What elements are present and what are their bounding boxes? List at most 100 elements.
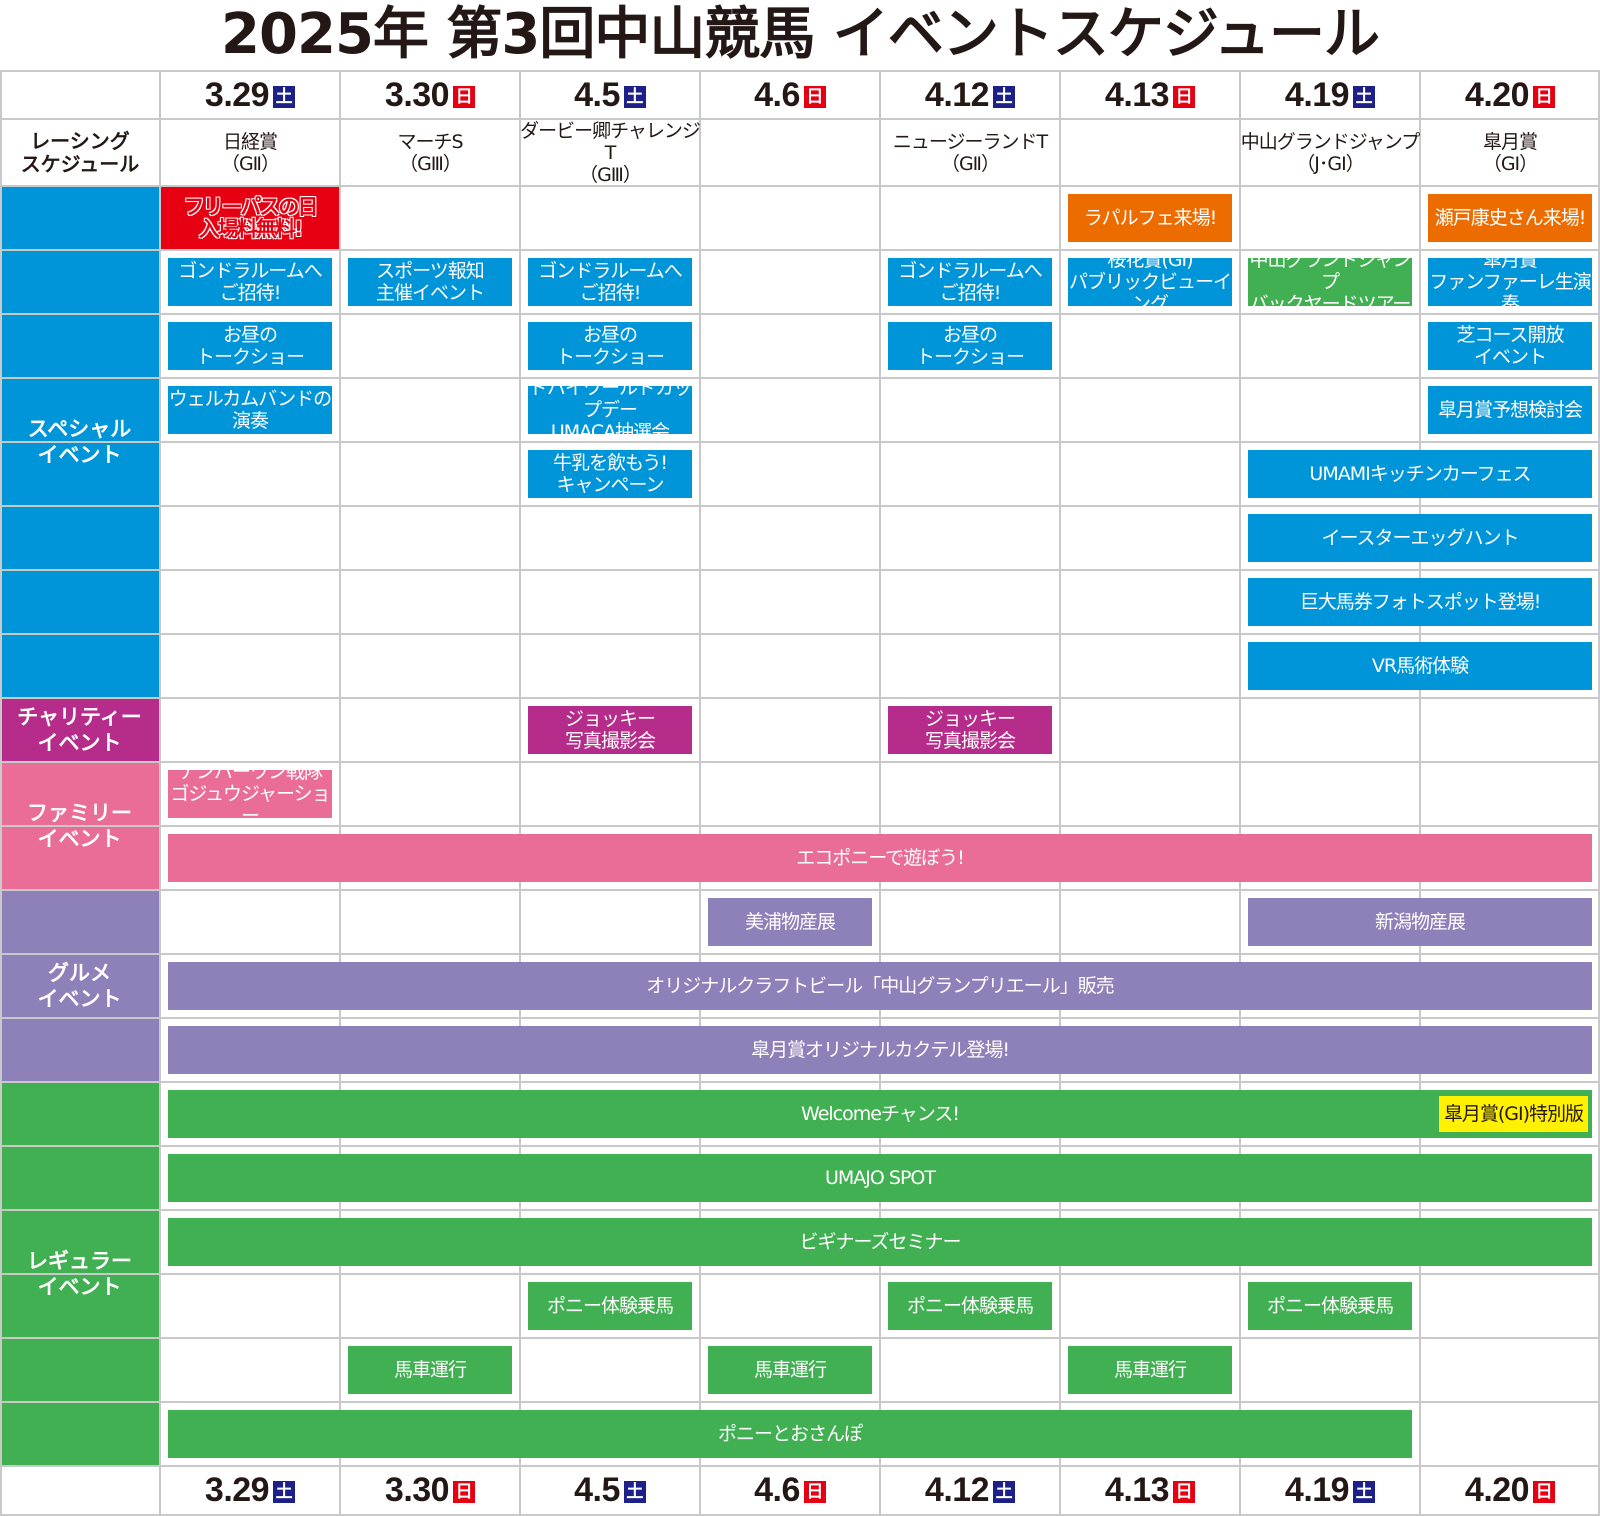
footer-date-4.20: 4.20 日 — [1420, 1466, 1600, 1514]
sunday-badge: 日 — [803, 1481, 826, 1503]
event-block[interactable]: 皐月賞予想検討会 — [1428, 386, 1592, 434]
date-label: 4.5 — [574, 75, 620, 114]
grid-line — [0, 249, 1600, 251]
event-block[interactable]: 美浦物産展 — [708, 898, 872, 946]
date-label: 4.12 — [924, 75, 990, 114]
grid-line — [0, 1273, 1600, 1275]
date-label: 4.19 — [1284, 1470, 1350, 1509]
event-label: ポニー体験乗馬 — [906, 1295, 1034, 1317]
event-block[interactable]: 芝コース開放 イベント — [1428, 322, 1592, 370]
saturday-badge: 土 — [273, 1481, 296, 1503]
grid-line — [1419, 70, 1421, 1516]
event-block[interactable]: お昼の トークショー — [168, 322, 332, 370]
race-name-cell: ダービー卿チャレンジT （GⅢ） — [520, 120, 701, 186]
event-block[interactable]: ジョッキー 写真撮影会 — [528, 706, 692, 754]
grid-line — [0, 70, 1600, 72]
grid-line — [0, 825, 1600, 827]
event-block[interactable]: エコポニーで遊ぼう! — [168, 834, 1592, 882]
race-name-cell: 日経賞 （GⅡ） — [160, 120, 340, 186]
grid-line — [0, 313, 1600, 315]
event-block[interactable]: 馬車運行 — [708, 1346, 872, 1394]
saturday-badge: 土 — [993, 1481, 1016, 1503]
header-date-4.5: 4.5 土 — [520, 71, 700, 119]
event-block[interactable]: 牛乳を飲もう! キャンペーン — [528, 450, 692, 498]
event-label: 牛乳を飲もう! キャンペーン — [552, 452, 668, 496]
event-label: スポーツ報知 主催イベント — [375, 260, 485, 304]
event-block[interactable]: ポニーとおさんぽ — [168, 1410, 1412, 1458]
grid-line — [0, 1465, 1600, 1467]
event-block[interactable]: ポニー体験乗馬 — [888, 1282, 1052, 1330]
event-label: お昼の トークショー — [555, 324, 665, 368]
grid-line — [0, 697, 1600, 699]
race-name: マーチS — [397, 131, 463, 153]
footer-date-4.12: 4.12 土 — [880, 1466, 1060, 1514]
event-block[interactable]: 馬車運行 — [1068, 1346, 1232, 1394]
footer-date-4.19: 4.19 土 — [1240, 1466, 1420, 1514]
event-block[interactable]: 皐月賞 ファンファーレ生演奏 — [1428, 258, 1592, 306]
header-date-4.12: 4.12 土 — [880, 71, 1060, 119]
sunday-badge: 日 — [1173, 86, 1196, 108]
race-name: ニュージーランドT — [892, 131, 1048, 153]
grid-line — [0, 1401, 1600, 1403]
grid-line — [519, 70, 521, 1516]
event-label: 中山グランドジャンプ バックヤードツアー — [1249, 258, 1411, 306]
saturday-badge: 土 — [623, 86, 646, 108]
grid-line — [0, 1514, 1600, 1516]
event-block[interactable]: UMAJO SPOT — [168, 1154, 1592, 1202]
event-label: Welcomeチャンス! — [801, 1103, 960, 1125]
event-block[interactable]: ラパルフェ来場! — [1068, 194, 1232, 242]
event-label: 馬車運行 — [753, 1359, 827, 1381]
event-block[interactable]: Welcomeチャンス! 皐月賞(GI)特別版 — [168, 1090, 1592, 1138]
event-label: 皐月賞予想検討会 — [1437, 399, 1583, 421]
special-edition-badge: 皐月賞(GI)特別版 — [1438, 1096, 1588, 1132]
saturday-badge: 土 — [1353, 86, 1376, 108]
event-block[interactable]: ジョッキー 写真撮影会 — [888, 706, 1052, 754]
sunday-badge: 日 — [1533, 1481, 1556, 1503]
event-label: 馬車運行 — [1113, 1359, 1187, 1381]
event-block[interactable]: 巨大馬券フォトスポット登場! — [1248, 578, 1592, 626]
race-name-cell — [700, 120, 880, 186]
event-block[interactable]: 瀬戸康史さん来場! — [1428, 194, 1592, 242]
event-label: エコポニーで遊ぼう! — [796, 847, 964, 869]
event-label: 芝コース開放 イベント — [1456, 324, 1564, 368]
event-label: イースターエッグハント — [1321, 527, 1519, 549]
event-block[interactable]: ナンバーワン戦隊 ゴジュウジャーショー — [168, 770, 332, 818]
event-label: お昼の トークショー — [915, 324, 1025, 368]
event-block[interactable]: 馬車運行 — [348, 1346, 512, 1394]
event-label: フリーパスの日 入場料無料! — [183, 195, 319, 241]
event-block[interactable]: ポニー体験乗馬 — [528, 1282, 692, 1330]
event-block[interactable]: ゴンドラルームへ ご招待! — [888, 258, 1052, 306]
event-label: 瀬戸康史さん来場! — [1434, 207, 1587, 229]
event-block[interactable]: 皐月賞オリジナルカクテル登場! — [168, 1026, 1592, 1074]
event-block[interactable]: ポニー体験乗馬 — [1248, 1282, 1412, 1330]
date-label: 4.5 — [574, 1470, 620, 1509]
event-block[interactable]: イースターエッグハント — [1248, 514, 1592, 562]
event-block[interactable]: UMAMIキッチンカーフェス — [1248, 450, 1592, 498]
event-block[interactable]: ウェルカムバンドの 演奏 — [168, 386, 332, 434]
event-block[interactable]: 中山グランドジャンプ バックヤードツアー — [1248, 258, 1412, 306]
page-title: 2025年 第3回中山競馬 イベントスケジュール — [221, 2, 1380, 67]
header-date-3.30: 3.30 日 — [340, 71, 520, 119]
event-block[interactable]: お昼の トークショー — [528, 322, 692, 370]
event-label: VR馬術体験 — [1371, 655, 1469, 677]
event-block[interactable]: お昼の トークショー — [888, 322, 1052, 370]
grid-line — [0, 889, 1600, 891]
event-block[interactable]: 桜花賞(GI) パブリックビューイング — [1068, 258, 1232, 306]
event-block[interactable]: ドバイワールドカップデー UMACA抽選会 — [528, 386, 692, 434]
event-block[interactable]: オリジナルクラフトビール「中山グランプリエール」販売 — [168, 962, 1592, 1010]
event-label: お昼の トークショー — [195, 324, 305, 368]
event-label: 皐月賞オリジナルカクテル登場! — [750, 1039, 1010, 1061]
header-date-3.29: 3.29 土 — [160, 71, 340, 119]
date-label: 3.29 — [204, 75, 270, 114]
event-block[interactable]: ゴンドラルームへ ご招待! — [528, 258, 692, 306]
grid-line — [0, 1337, 1600, 1339]
event-block[interactable]: フリーパスの日 入場料無料! — [161, 187, 339, 249]
event-block[interactable]: ビギナーズセミナー — [168, 1218, 1592, 1266]
race-name-cell: マーチS （GⅢ） — [340, 120, 520, 186]
event-block[interactable]: ゴンドラルームへ ご招待! — [168, 258, 332, 306]
event-block[interactable]: 新潟物産展 — [1248, 898, 1592, 946]
footer-date-3.30: 3.30 日 — [340, 1466, 520, 1514]
event-block[interactable]: スポーツ報知 主催イベント — [348, 258, 512, 306]
date-label: 3.30 — [384, 1470, 450, 1509]
event-block[interactable]: VR馬術体験 — [1248, 642, 1592, 690]
